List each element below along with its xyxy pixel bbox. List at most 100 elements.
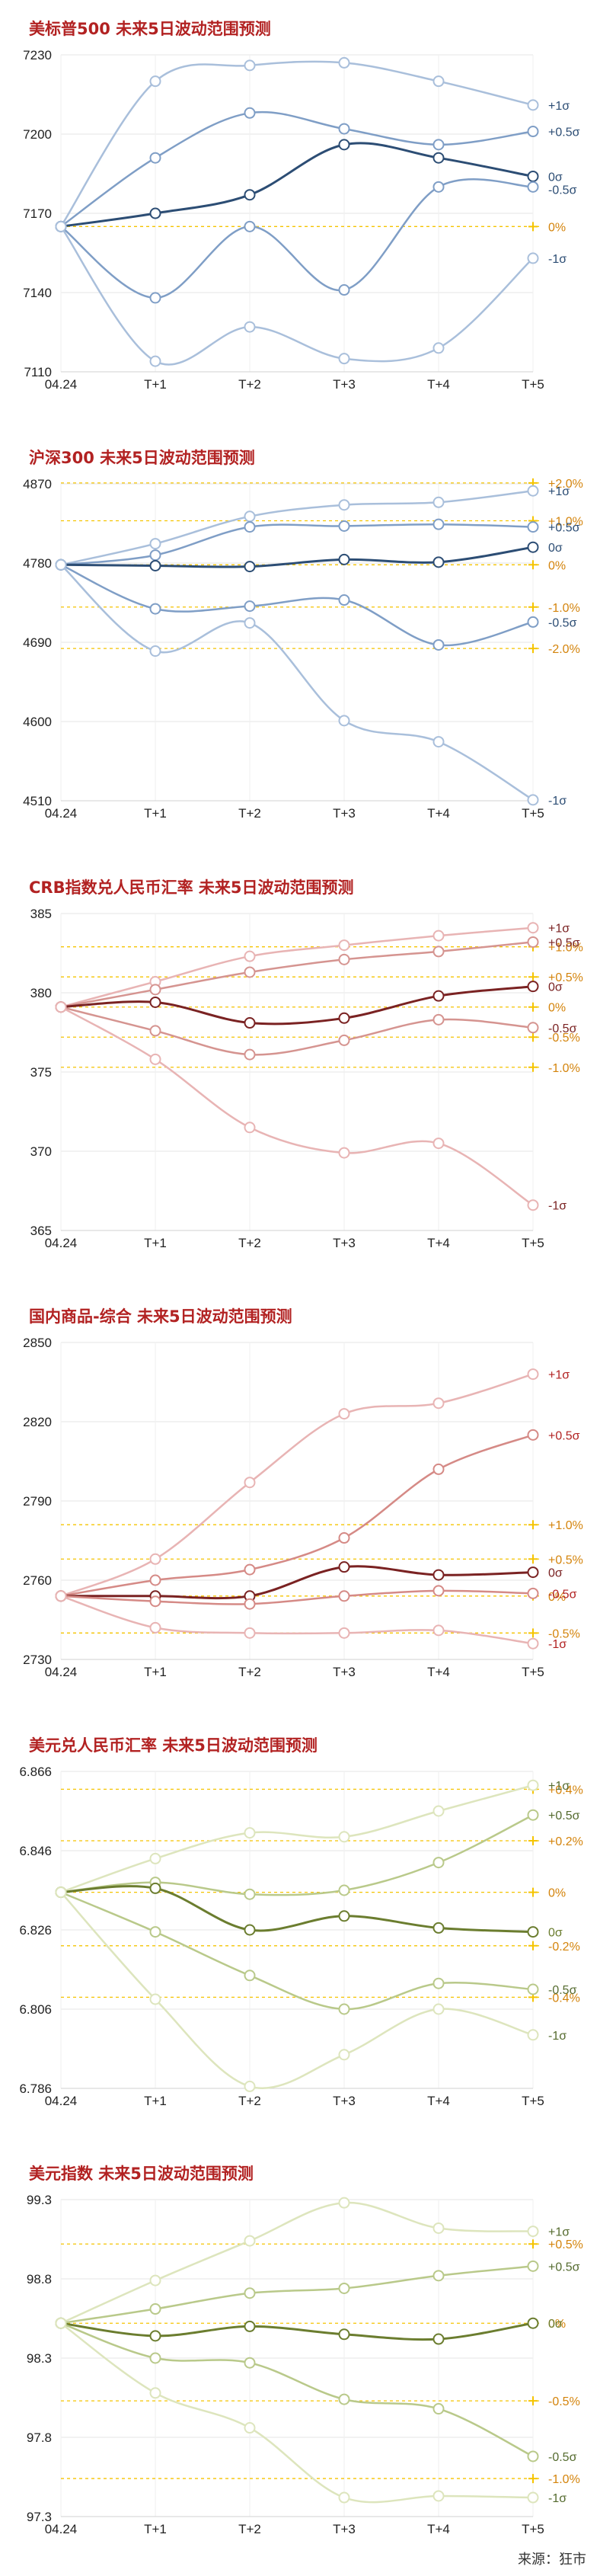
series-point [338,2491,350,2504]
series-point [527,99,539,111]
series-point [55,558,67,571]
series-end-label: -1σ [548,1638,566,1651]
series-point [432,946,445,958]
series-point [149,355,161,367]
x-tick-label: T+4 [427,1236,450,1250]
series-end-label: +0.5σ [548,1429,580,1442]
series-point [244,1048,256,1061]
series-point [244,59,256,72]
y-tick-label: 4780 [23,556,52,571]
series-line-5 [60,564,534,801]
series-point [338,123,350,135]
y-tick-label: 6.866 [19,1765,52,1779]
series-point [432,1805,445,1817]
y-tick-label: 7230 [23,48,52,62]
series-point [244,1970,256,1982]
x-tick-label: T+1 [144,806,167,821]
chart-panel-6: 美元指数 未来5日波动范围预测 97.3 97.8 98.3 98.8 99.3 04.24… [27,2165,583,2536]
series-point [338,1590,350,1602]
series-line-4 [60,1891,534,2011]
x-tick-label: T+3 [333,2094,356,2108]
series-point [338,1147,350,1159]
series-point [432,1977,445,1989]
series-point [432,1624,445,1637]
series-point [149,2303,161,2315]
pct-label: -0.5% [548,1627,580,1640]
x-tick-label: T+1 [144,1665,167,1679]
series-end-label: +0.5σ [548,1810,580,1822]
y-tick-label: 6.826 [19,1923,52,1938]
pct-label: -0.4% [548,1992,580,2005]
series-end-label: 0σ [548,1567,563,1580]
series-point [432,1138,445,1150]
series-end-label: -1σ [548,795,566,808]
series-point [338,2197,350,2209]
series-point [338,715,350,727]
y-tick-label: 370 [30,1144,52,1159]
series-point [149,2387,161,2399]
series-point [527,1809,539,1821]
y-tick-label: 4510 [23,794,52,808]
series-point [149,1926,161,1938]
series-end-label: +0.5σ [548,2261,580,2274]
series-line-2 [60,1814,534,1896]
series-point [244,2320,256,2332]
pct-marker [528,1554,538,1564]
series-end-label: 0σ [548,542,563,555]
x-tick-label: 04.24 [45,1665,78,1679]
series-point [432,75,445,88]
series-point [244,1888,256,1900]
x-tick-label: 04.24 [45,806,78,821]
series-point [527,1199,539,1211]
x-tick-label: T+2 [238,1665,261,1679]
x-tick-label: T+2 [238,2522,261,2536]
chart-title: 沪深300 未来5日波动范围预测 [29,449,255,467]
y-tick-label: 380 [30,986,52,1000]
pct-label: +1.0% [548,942,583,955]
series-point [338,139,350,151]
series-point [338,939,350,952]
pct-label: +1.0% [548,1519,583,1532]
series-point [527,252,539,264]
series-point [149,549,161,562]
series-point [527,1637,539,1650]
series-line-3 [60,1565,534,1600]
series-point [527,1587,539,1599]
series-point [244,321,256,333]
series-point [432,2333,445,2345]
series-point [432,1013,445,1026]
series-point [55,2317,67,2329]
series-point [338,353,350,365]
x-tick-label: T+5 [522,1236,544,1250]
x-tick-label: T+3 [333,1236,356,1250]
series-end-label: +1σ [548,100,570,113]
series-point [527,521,539,533]
x-tick-label: T+1 [144,377,167,392]
series-line-4 [60,2322,534,2458]
series-line-5 [60,1006,534,1206]
series-end-label: +1σ [548,485,570,498]
chart-title: 美标普500 未来5日波动范围预测 [29,20,271,38]
series-point [527,2450,539,2462]
x-tick-label: T+5 [522,2094,544,2108]
series-point [244,1827,256,1839]
pct-marker [528,1062,538,1072]
series-end-label: +1σ [548,1369,570,1382]
series-point [149,603,161,615]
series-point [338,1627,350,1639]
x-tick-label: T+5 [522,377,544,392]
pct-marker [528,1941,538,1950]
series-line-5 [59,226,534,366]
pct-label: 0% [548,1591,566,1604]
x-tick-label: T+3 [333,2522,356,2536]
series-point [149,1993,161,2005]
series-point [149,152,161,164]
series-point [244,600,256,613]
series-point [432,2003,445,2015]
series-point [432,556,445,568]
y-tick-label: 4600 [23,715,52,729]
series-end-label: 0σ [548,981,563,994]
series-line-3 [60,1885,534,1934]
pct-marker [528,1628,538,1638]
